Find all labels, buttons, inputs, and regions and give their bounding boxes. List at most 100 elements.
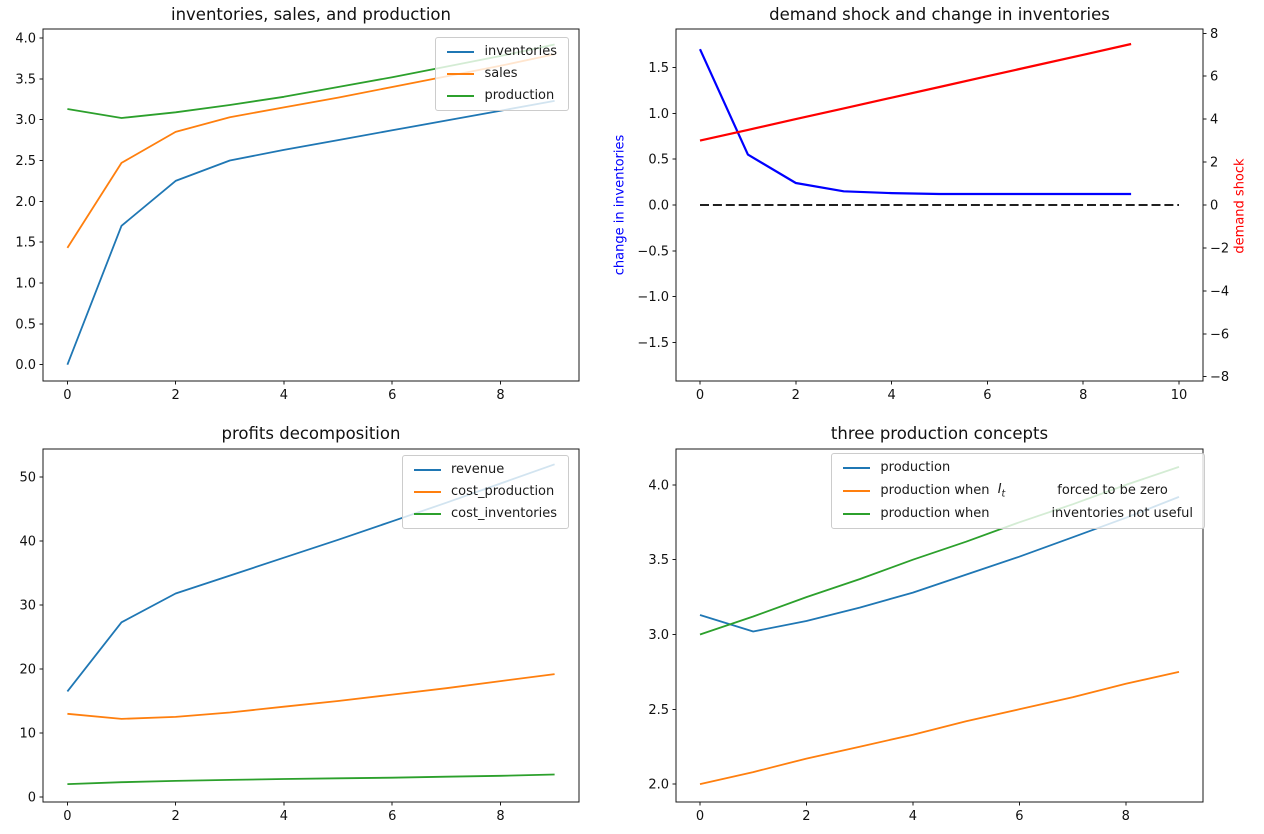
y-axis-label-demand-shock: demand shock <box>1232 158 1248 254</box>
legend-profits-decomposition: revenue cost_production cost_inventories <box>401 455 569 529</box>
y-right-tick-label: −4 <box>1210 284 1229 299</box>
y-tick-label: 2.0 <box>15 195 36 210</box>
legend-line-swatch <box>447 50 475 53</box>
legend-label: revenue <box>450 462 505 477</box>
y-right-tick-label: −2 <box>1210 241 1229 256</box>
legend-label: inventories <box>484 44 557 59</box>
y-tick-label: 1.5 <box>648 61 669 76</box>
y-tick-label: 40 <box>19 535 36 550</box>
legend-line-swatch <box>447 72 475 75</box>
legend-item: sales <box>447 66 557 82</box>
y-tick-label: −0.5 <box>637 244 669 259</box>
y-right-tick-label: 0 <box>1210 199 1218 214</box>
legend-item: revenue <box>413 462 557 478</box>
legend-label-suffix: inventories not useful <box>1051 506 1193 522</box>
legend-label-suffix: forced to be zero <box>1057 483 1168 499</box>
axes-spines <box>42 28 580 382</box>
chart-title-three-production-concepts: three production concepts <box>830 424 1049 443</box>
legend-item: production when inventories not useful <box>843 506 1193 522</box>
y-tick-label: 3.5 <box>15 72 36 87</box>
legend-label: cost_production <box>450 483 555 499</box>
series-line-change-in-inventories <box>698 48 1132 196</box>
y-tick-label: 20 <box>19 662 36 677</box>
legend-math-symbol: It <box>997 481 1006 500</box>
legend-line-swatch <box>447 94 475 97</box>
legend-line-swatch <box>843 466 871 469</box>
x-tick-label: 4 <box>909 809 917 824</box>
x-tick-label: 8 <box>496 388 504 403</box>
series-line-production-when-i-t-forced-to-be-zero <box>699 671 1180 785</box>
legend-line-swatch <box>843 512 871 515</box>
x-tick-label: 2 <box>172 388 180 403</box>
y-tick-label: 0.5 <box>15 317 36 332</box>
legend-inventories-sales-production: inventories sales production <box>435 37 569 111</box>
y-tick-label: 3.0 <box>648 628 669 643</box>
legend-item: inventories <box>447 44 557 60</box>
legend-item: cost_inventories <box>413 505 557 522</box>
series-line-cost-production <box>67 673 555 720</box>
y-tick-label: 1.0 <box>15 276 36 291</box>
legend-item: production <box>843 460 1193 476</box>
x-tick-label: 6 <box>388 388 396 403</box>
y-tick-label: 0 <box>28 790 36 805</box>
legend-label: production <box>880 460 951 475</box>
x-tick-label: 4 <box>887 388 895 403</box>
x-tick-label: 0 <box>63 388 71 403</box>
y-tick-label: 50 <box>19 471 36 486</box>
x-tick-label: 8 <box>496 809 504 824</box>
y-tick-label: 1.5 <box>15 236 36 251</box>
y-tick-label: 2.0 <box>648 778 669 793</box>
y-right-tick-label: 6 <box>1210 70 1218 85</box>
y-tick-label: 30 <box>19 599 36 614</box>
y-tick-label: −1.5 <box>637 336 669 351</box>
x-tick-label: 4 <box>280 388 288 403</box>
legend-item: production <box>447 88 557 104</box>
y-tick-label: 4.0 <box>648 478 669 493</box>
y-tick-label: 0.0 <box>15 358 36 373</box>
legend-three-production-concepts: production production when It forced to be… <box>831 453 1205 529</box>
legend-label: production <box>484 87 555 103</box>
legend-line-swatch <box>413 512 441 515</box>
y-tick-label: 10 <box>19 726 36 741</box>
x-tick-label: 4 <box>280 809 288 824</box>
y-tick-label: 0.0 <box>648 199 669 214</box>
series-line-cost-inventories <box>67 773 555 785</box>
chart-title-profits-decomposition: profits decomposition <box>221 424 401 443</box>
x-tick-label: 2 <box>792 388 800 403</box>
x-tick-label: 6 <box>388 809 396 824</box>
chart-title-inventories-sales-production: inventories, sales, and production <box>170 5 451 24</box>
x-tick-label: 0 <box>696 388 704 403</box>
y-tick-label: 3.5 <box>648 553 669 568</box>
y-tick-label: −1.0 <box>637 290 669 305</box>
x-tick-label: 10 <box>1171 388 1188 403</box>
x-tick-label: 8 <box>1079 388 1087 403</box>
legend-label-gap <box>989 513 1051 514</box>
x-tick-label: 6 <box>1015 809 1023 824</box>
legend-line-swatch <box>413 490 441 493</box>
legend-label-gap <box>1005 490 1057 491</box>
y-tick-label: 2.5 <box>648 703 669 718</box>
axes-spines <box>675 448 1204 803</box>
legend-label-prefix: production when <box>880 483 998 499</box>
axes-spines <box>42 448 580 803</box>
y-right-tick-label: 4 <box>1210 113 1218 128</box>
legend-label: cost_inventories <box>450 505 557 521</box>
y-tick-label: 4.0 <box>15 31 36 46</box>
y-axis-label-change-in-inventories: change in inventories <box>612 134 628 276</box>
x-tick-label: 8 <box>1122 809 1130 824</box>
x-tick-label: 6 <box>983 388 991 403</box>
legend-line-swatch <box>413 468 441 471</box>
chart-demand-shock-and-change-in-inventories: 0 2 4 6 8 10 −1.5 −1.0 −0.5 0.0 0.5 1.0 1.5 −8 −6 −4 −2 0… <box>637 27 1229 403</box>
chart-title-demand-shock: demand shock and change in inventories <box>769 5 1110 24</box>
y-tick-label: 1.0 <box>648 107 669 122</box>
y-tick-label: 3.0 <box>15 113 36 128</box>
x-tick-label: 0 <box>696 809 704 824</box>
y-right-tick-label: −6 <box>1210 327 1229 342</box>
legend-label: sales <box>484 65 518 81</box>
x-tick-label: 2 <box>802 809 810 824</box>
series-line-demand-shock <box>699 42 1132 142</box>
series-line-inventories <box>66 100 555 366</box>
x-tick-label: 2 <box>172 809 180 824</box>
y-tick-label: 0.5 <box>648 153 669 168</box>
